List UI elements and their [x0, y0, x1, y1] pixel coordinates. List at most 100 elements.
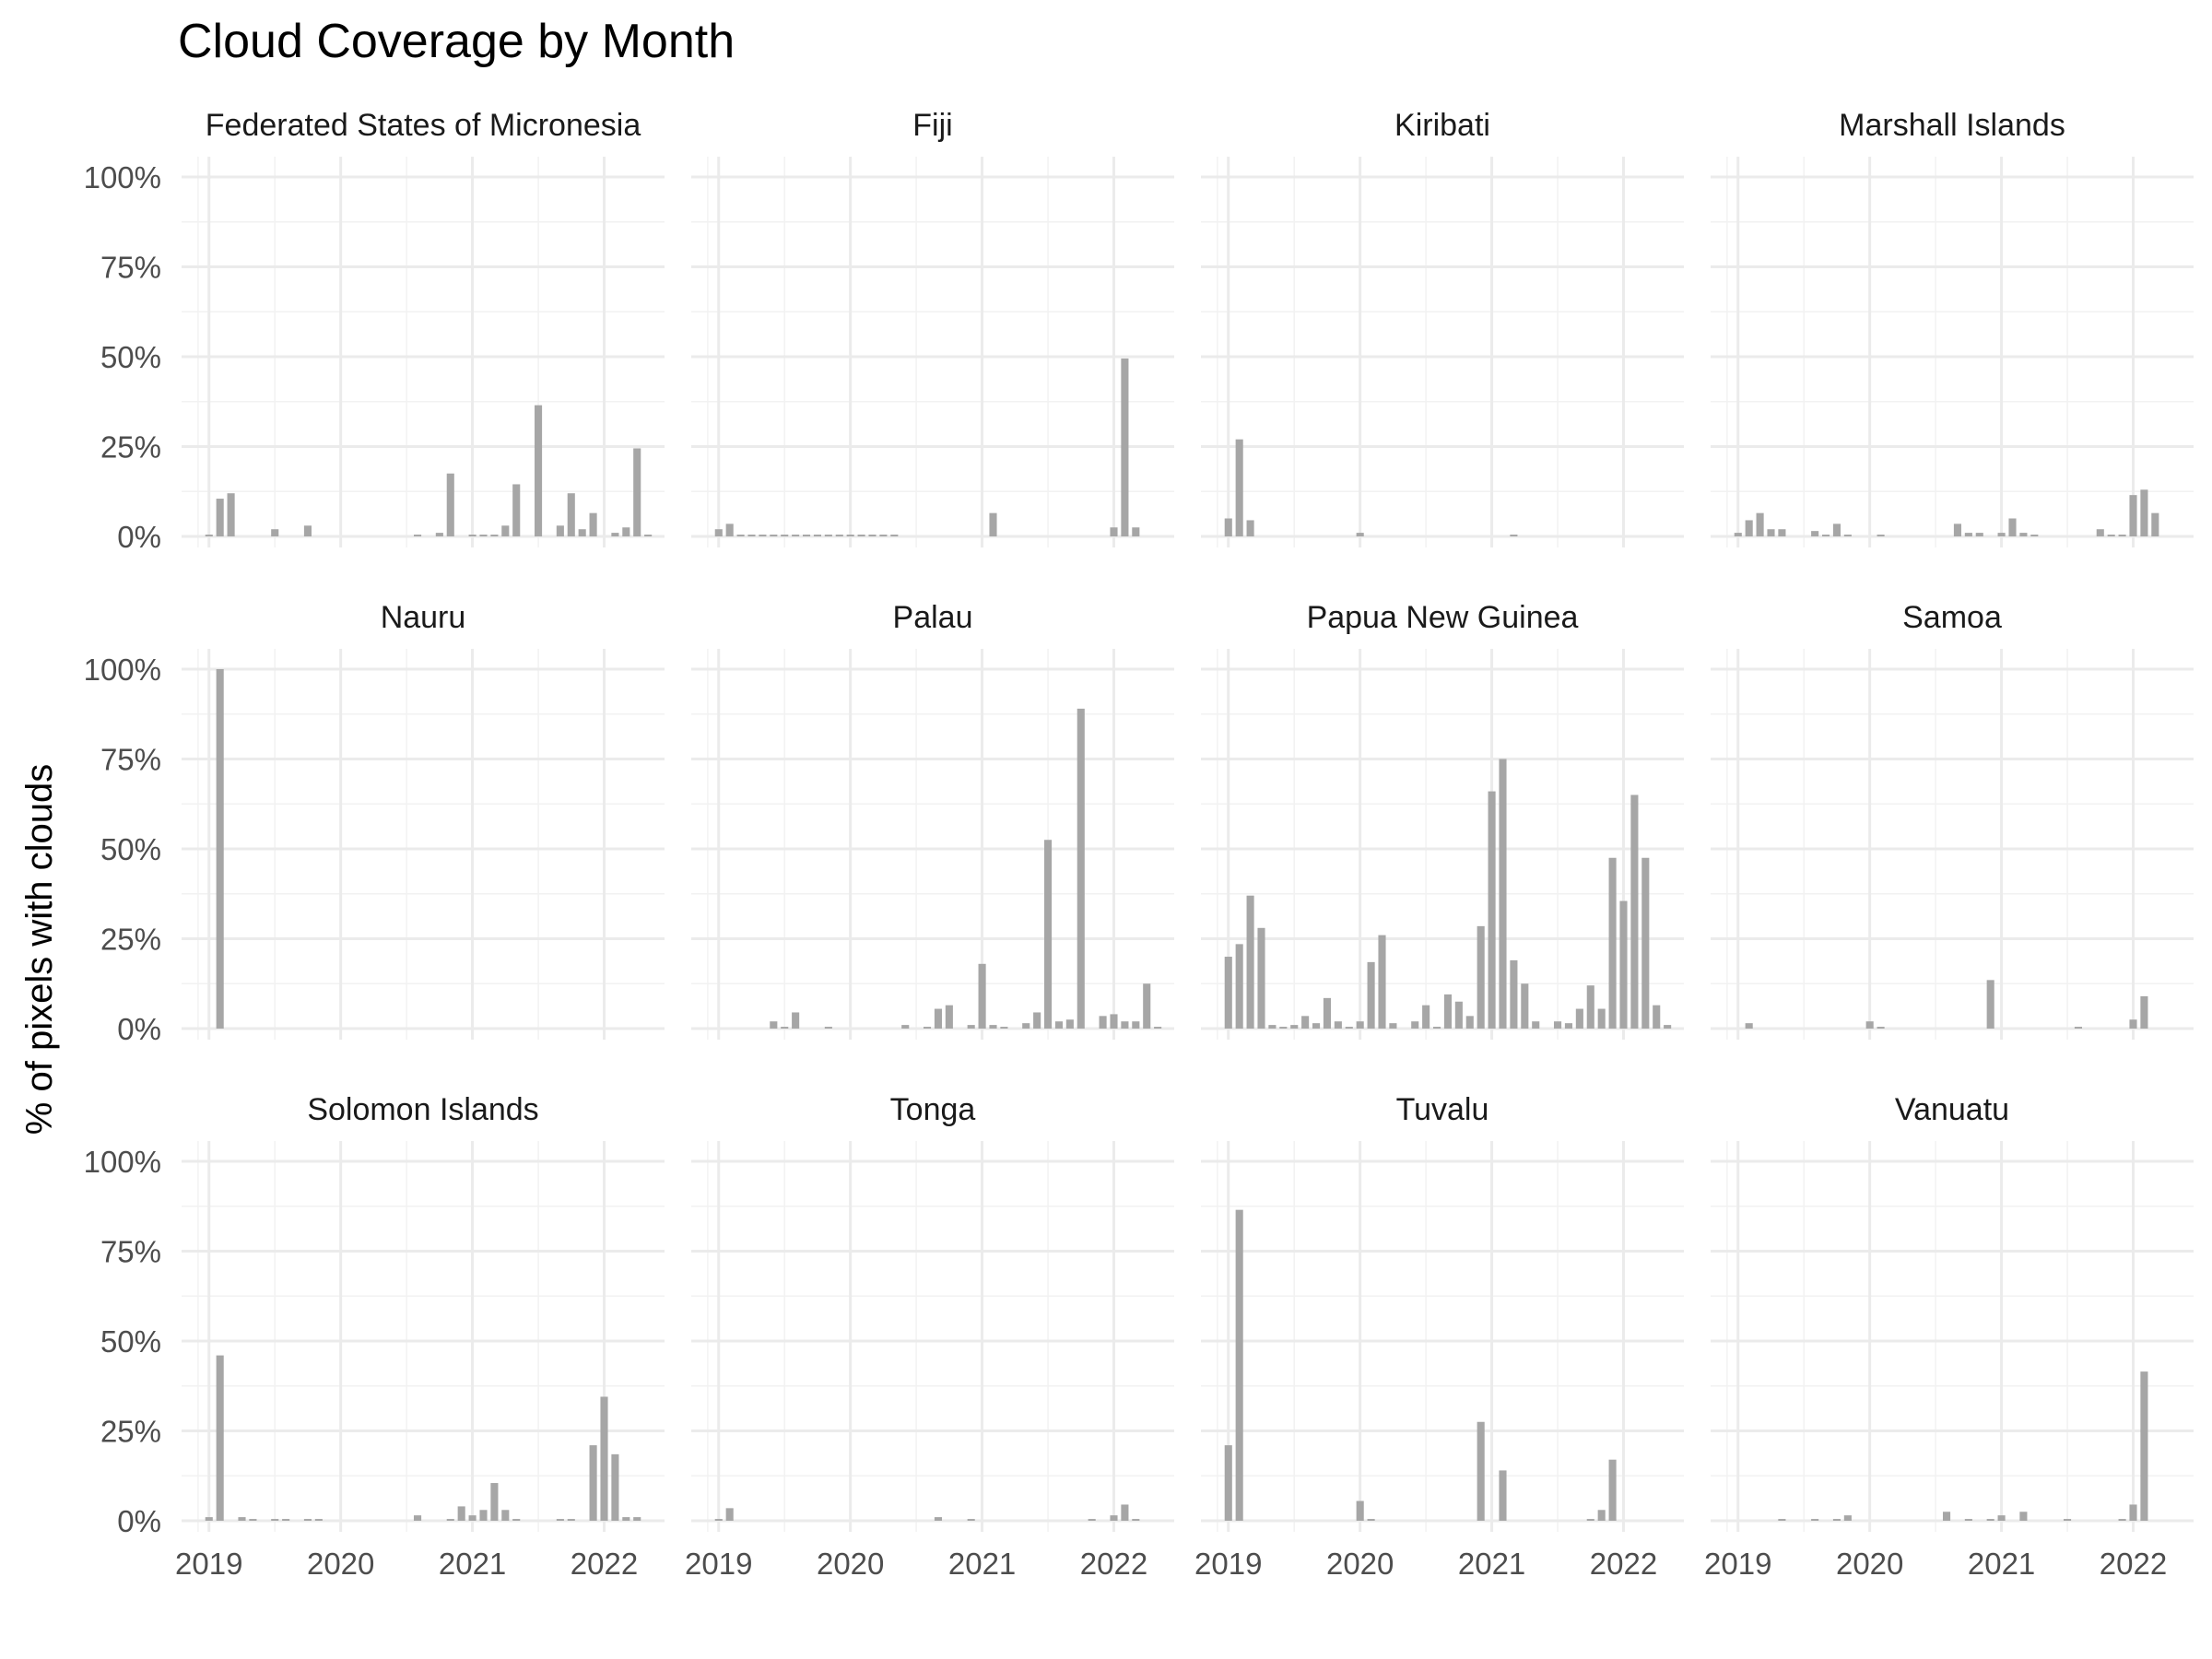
bar-papua-new-guinea-2021-11: [1597, 1008, 1606, 1029]
facet-label-papua-new-guinea: Papua New Guinea: [1307, 600, 1579, 635]
bar-solomon-islands-2021-03: [490, 1483, 499, 1521]
panel-federated-states-of-micronesia: Federated States of Micronesia 0% 25% 50% 75…: [84, 108, 665, 554]
bar-palau-2021-02: [989, 1025, 997, 1029]
x-tick-label: 2022: [1080, 1547, 1147, 1581]
bar-marshall-islands-2022-01: [2129, 495, 2137, 536]
x-tick-label: 2020: [817, 1547, 884, 1581]
facet-label-marshall-islands: Marshall Islands: [1839, 108, 2065, 143]
y-tick-label: 100%: [84, 160, 161, 194]
facet-label-palau: Palau: [893, 600, 973, 635]
y-tick-label: 100%: [84, 1145, 161, 1179]
bar-palau-2019-07: [781, 1027, 789, 1029]
bar-papua-new-guinea-2020-04: [1389, 1023, 1397, 1029]
x-tick-label: 2021: [1968, 1547, 2035, 1581]
facet-label-tuvalu: Tuvalu: [1396, 1092, 1489, 1127]
x-tick-label: 2022: [571, 1547, 638, 1581]
bar-marshall-islands-2020-11: [1975, 533, 1983, 536]
bar-solomon-islands-2019-11: [314, 1519, 323, 1521]
bar-federated-states-of-micronesia-2021-12: [589, 512, 597, 536]
bar-papua-new-guinea-2019-04: [1257, 927, 1265, 1029]
bar-palau-2020-10: [945, 1005, 953, 1029]
bar-papua-new-guinea-2021-09: [1575, 1008, 1583, 1029]
bar-tuvalu-2019-02: [1235, 1209, 1243, 1521]
bar-papua-new-guinea-2021-01: [1488, 791, 1496, 1029]
x-tick-label: 2019: [175, 1547, 242, 1581]
bar-tuvalu-2020-02: [1367, 1519, 1375, 1521]
facet-panels: Federated States of Micronesia 0% 25% 50% 75…: [84, 108, 2194, 1581]
bar-fiji-2019-05: [759, 535, 767, 536]
bar-tonga-2020-09: [934, 1517, 943, 1521]
bar-papua-new-guinea-2022-04: [1653, 1005, 1661, 1029]
y-tick-label: 50%: [100, 832, 161, 866]
bar-palau-2021-07: [1043, 840, 1053, 1029]
x-tick-label: 2022: [1590, 1547, 1657, 1581]
y-tick-label: 75%: [100, 251, 161, 285]
bar-fiji-2020-02: [857, 535, 865, 536]
bar-papua-new-guinea-2021-12: [1608, 857, 1617, 1029]
panel-kiribati: Kiribati: [1201, 108, 1684, 547]
bar-federated-states-of-micronesia-2019-03: [227, 493, 235, 536]
bar-fiji-2020-03: [868, 535, 877, 536]
bar-samoa-2020-02: [1877, 1027, 1885, 1029]
bar-papua-new-guinea-2021-04: [1521, 983, 1529, 1029]
facet-label-kiribati: Kiribati: [1394, 108, 1490, 143]
bar-federated-states-of-micronesia-2021-11: [578, 529, 586, 536]
bar-palau-2021-12: [1099, 1016, 1107, 1029]
bar-federated-states-of-micronesia-2019-10: [303, 525, 312, 536]
bar-tuvalu-2021-02: [1499, 1470, 1507, 1521]
bar-papua-new-guinea-2021-05: [1532, 1021, 1540, 1029]
bar-samoa-2022-02: [2140, 995, 2148, 1029]
y-tick-label: 50%: [100, 340, 161, 374]
bar-marshall-islands-2022-03: [2151, 512, 2159, 536]
bar-solomon-islands-2021-04: [501, 1510, 510, 1521]
bar-palau-2021-05: [1022, 1023, 1030, 1029]
bar-fiji-2022-01: [1110, 527, 1118, 536]
bar-nauru-2019-02: [216, 669, 224, 1029]
bar-federated-states-of-micronesia-2022-04: [633, 448, 641, 536]
bar-solomon-islands-2021-02: [479, 1510, 488, 1521]
bar-papua-new-guinea-2019-08: [1301, 1016, 1310, 1029]
chart-title: Cloud Coverage by Month: [178, 15, 735, 68]
panel-vanuatu: Vanuatu 2019 2020 2021 2022: [1704, 1092, 2194, 1581]
x-tick-label: 2019: [1194, 1547, 1262, 1581]
bar-marshall-islands-2021-11: [2107, 535, 2115, 536]
x-tick-label: 2021: [1458, 1547, 1525, 1581]
bar-marshall-islands-2021-02: [2008, 518, 2017, 536]
bar-solomon-islands-2021-05: [512, 1519, 521, 1521]
bar-palau-2022-02: [1121, 1021, 1129, 1029]
bar-marshall-islands-2020-10: [1964, 533, 1972, 536]
x-tick-label: 2022: [2100, 1547, 2167, 1581]
bar-tonga-2022-01: [1110, 1515, 1118, 1521]
bar-papua-new-guinea-2021-07: [1553, 1021, 1562, 1029]
bar-tonga-2022-02: [1121, 1504, 1129, 1521]
bar-palau-2019-06: [770, 1021, 778, 1029]
bar-tonga-2019-01: [714, 1519, 723, 1521]
bar-palau-2021-01: [978, 963, 986, 1029]
panel-marshall-islands: Marshall Islands: [1711, 108, 2194, 547]
y-axis-label: % of pixels with clouds: [19, 764, 60, 1135]
bar-federated-states-of-micronesia-2021-03: [490, 535, 499, 536]
bar-marshall-islands-2019-04: [1767, 529, 1775, 536]
bar-papua-new-guinea-2020-11: [1465, 1016, 1474, 1029]
bar-federated-states-of-micronesia-2022-02: [611, 533, 619, 536]
bar-tuvalu-2021-11: [1597, 1510, 1606, 1521]
bar-marshall-islands-2022-02: [2140, 489, 2148, 536]
bar-vanuatu-2020-12: [1986, 1519, 1994, 1521]
bar-papua-new-guinea-2019-03: [1246, 895, 1254, 1029]
bar-kiribati-2021-03: [1510, 535, 1518, 536]
bar-fiji-2019-12: [835, 535, 843, 536]
y-tick-label: 25%: [100, 923, 161, 957]
bar-fiji-2020-05: [890, 535, 899, 536]
bar-vanuatu-2020-10: [1964, 1519, 1972, 1521]
y-tick-label: 0%: [117, 1504, 161, 1538]
bar-vanuatu-2021-03: [2019, 1512, 2028, 1521]
bar-solomon-islands-2021-01: [468, 1515, 477, 1521]
bar-fiji-2019-01: [714, 529, 723, 536]
bar-papua-new-guinea-2019-10: [1323, 997, 1332, 1029]
bar-papua-new-guinea-2020-10: [1454, 1001, 1463, 1029]
bar-palau-2021-03: [1000, 1027, 1008, 1029]
bar-samoa-2022-01: [2129, 1019, 2137, 1029]
bar-solomon-islands-2019-07: [271, 1519, 279, 1521]
bar-federated-states-of-micronesia-2020-08: [413, 535, 422, 536]
